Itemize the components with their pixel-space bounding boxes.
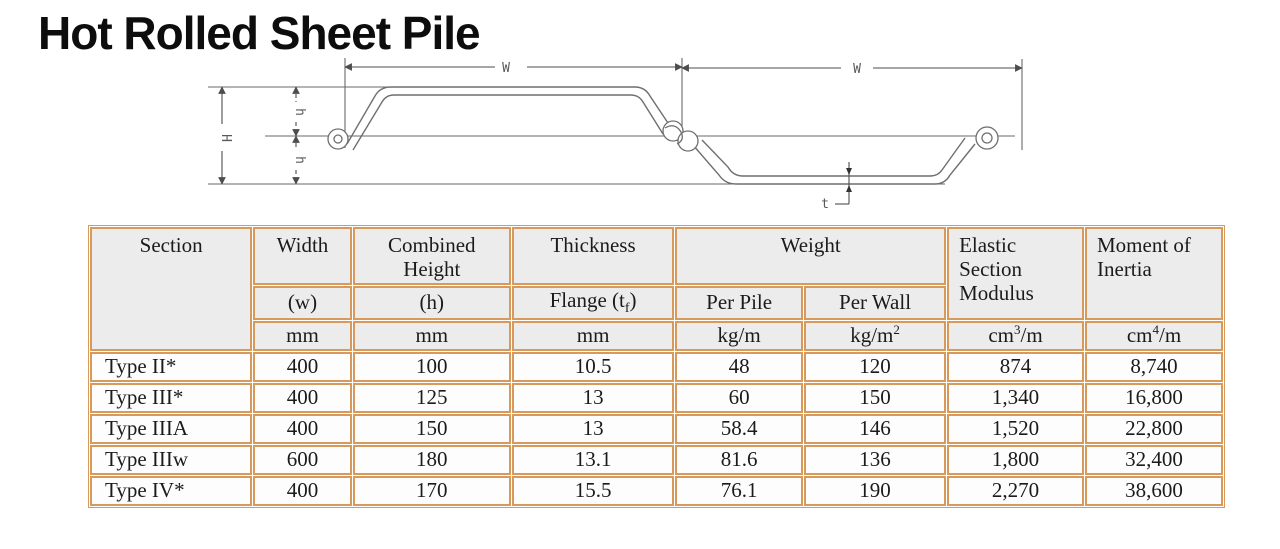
unit-moment-of-inertia: cm4/m: [1085, 321, 1223, 351]
value-cell: 8,740: [1085, 351, 1223, 382]
w-left-label: W: [502, 61, 510, 76]
value-cell: 16,800: [1085, 382, 1223, 413]
h-upper-label: h: [292, 108, 307, 116]
symbol-width: (w): [253, 285, 352, 321]
value-cell: 48: [675, 351, 804, 382]
value-cell: 170: [352, 475, 511, 506]
col-header-section: Section: [90, 227, 253, 351]
h-lower-label: h: [292, 156, 307, 164]
header-row-symbols: (w) (h) Flange (tf) Per Pile Per Wall: [90, 285, 1223, 321]
section-cell: Type IIIA: [90, 413, 253, 444]
section-cell: Type IIIw: [90, 444, 253, 475]
table-row-type-iiia: Type IIIA 400 150 13 58.4 146 1,520 22,8…: [90, 413, 1223, 444]
value-cell: 22,800: [1085, 413, 1223, 444]
value-cell: 150: [804, 382, 947, 413]
t-label: t: [821, 197, 829, 212]
unit-weight-per-pile: kg/m: [675, 321, 804, 351]
value-cell: 1,800: [947, 444, 1084, 475]
page-title: Hot Rolled Sheet Pile: [38, 7, 481, 59]
col-header-thickness: Thickness: [511, 227, 675, 285]
col-header-combined-height: Combined Height: [352, 227, 511, 285]
table-row-type-iii: Type III* 400 125 13 60 150 1,340 16,800: [90, 382, 1223, 413]
value-cell: 38,600: [1085, 475, 1223, 506]
flange-label-pre: Flange (t: [549, 287, 625, 312]
symbol-flange-thickness: Flange (tf): [511, 285, 675, 321]
dimension-t-thickness: t: [821, 162, 852, 212]
value-cell: 81.6: [675, 444, 804, 475]
value-cell: 58.4: [675, 413, 804, 444]
w-right-label: W: [853, 62, 861, 77]
right-pile-outline: [692, 137, 976, 185]
value-cell: 32,400: [1085, 444, 1223, 475]
table-row-type-iiiw: Type IIIw 600 180 13.1 81.6 136 1,800 32…: [90, 444, 1223, 475]
section-cell: Type III*: [90, 382, 253, 413]
table-row-type-ii: Type II* 400 100 10.5 48 120 874 8,740: [90, 351, 1223, 382]
table-row-type-iv: Type IV* 400 170 15.5 76.1 190 2,270 38,…: [90, 475, 1223, 506]
value-cell: 125: [352, 382, 511, 413]
unit-weight-per-wall: kg/m2: [804, 321, 947, 351]
symbol-height: (h): [352, 285, 511, 321]
value-cell: 100: [352, 351, 511, 382]
left-pile-outline: [346, 86, 673, 151]
interlock-knuckles: [327, 120, 999, 152]
value-cell: 136: [804, 444, 947, 475]
value-cell: 874: [947, 351, 1084, 382]
h-overall-label: H: [218, 134, 233, 142]
value-cell: 120: [804, 351, 947, 382]
flange-label-sub: f: [624, 301, 630, 317]
value-cell: 76.1: [675, 475, 804, 506]
dimension-h-lower: h: [292, 135, 307, 185]
unit-height: mm: [352, 321, 511, 351]
value-cell: 60: [675, 382, 804, 413]
flange-label-post: ): [629, 287, 637, 312]
header-row-titles: Section Width Combined Height Thickness …: [90, 227, 1223, 351]
value-cell: 13.1: [511, 444, 675, 475]
value-cell: 10.5: [511, 351, 675, 382]
sheet-pile-cross-section-diagram: W W H h h: [195, 54, 1055, 222]
col-header-weight: Weight: [675, 227, 947, 285]
value-cell: 1,520: [947, 413, 1084, 444]
value-cell: 15.5: [511, 475, 675, 506]
value-cell: 13: [511, 382, 675, 413]
unit-thickness: mm: [511, 321, 675, 351]
dimension-w-right: W: [681, 62, 1023, 77]
diagram-svg: W W H h h: [208, 58, 1023, 212]
col-header-elastic-section-modulus: Elastic Section Modulus: [947, 227, 1084, 321]
value-cell: 150: [352, 413, 511, 444]
value-cell: 13: [511, 413, 675, 444]
value-cell: 146: [804, 413, 947, 444]
value-cell: 600: [253, 444, 352, 475]
header-row-units: mm mm mm kg/m kg/m2 cm3/m cm4/m: [90, 321, 1223, 351]
subheader-per-pile: Per Pile: [675, 285, 804, 321]
value-cell: 400: [253, 413, 352, 444]
value-cell: 2,270: [947, 475, 1084, 506]
dimension-w-left: W: [344, 61, 683, 76]
section-cell: Type IV*: [90, 475, 253, 506]
value-cell: 190: [804, 475, 947, 506]
sheet-pile-spec-table: Section Width Combined Height Thickness …: [88, 225, 1225, 508]
value-cell: 1,340: [947, 382, 1084, 413]
unit-width: mm: [253, 321, 352, 351]
dimension-h-upper: h: [292, 86, 307, 137]
section-cell: Type II*: [90, 351, 253, 382]
value-cell: 400: [253, 382, 352, 413]
value-cell: 400: [253, 351, 352, 382]
col-header-moment-of-inertia: Moment of Inertia: [1085, 227, 1223, 321]
value-cell: 180: [352, 444, 511, 475]
subheader-per-wall: Per Wall: [804, 285, 947, 321]
col-header-width: Width: [253, 227, 352, 285]
dimension-h-overall: H: [218, 86, 233, 185]
unit-elastic-modulus: cm3/m: [947, 321, 1084, 351]
value-cell: 400: [253, 475, 352, 506]
